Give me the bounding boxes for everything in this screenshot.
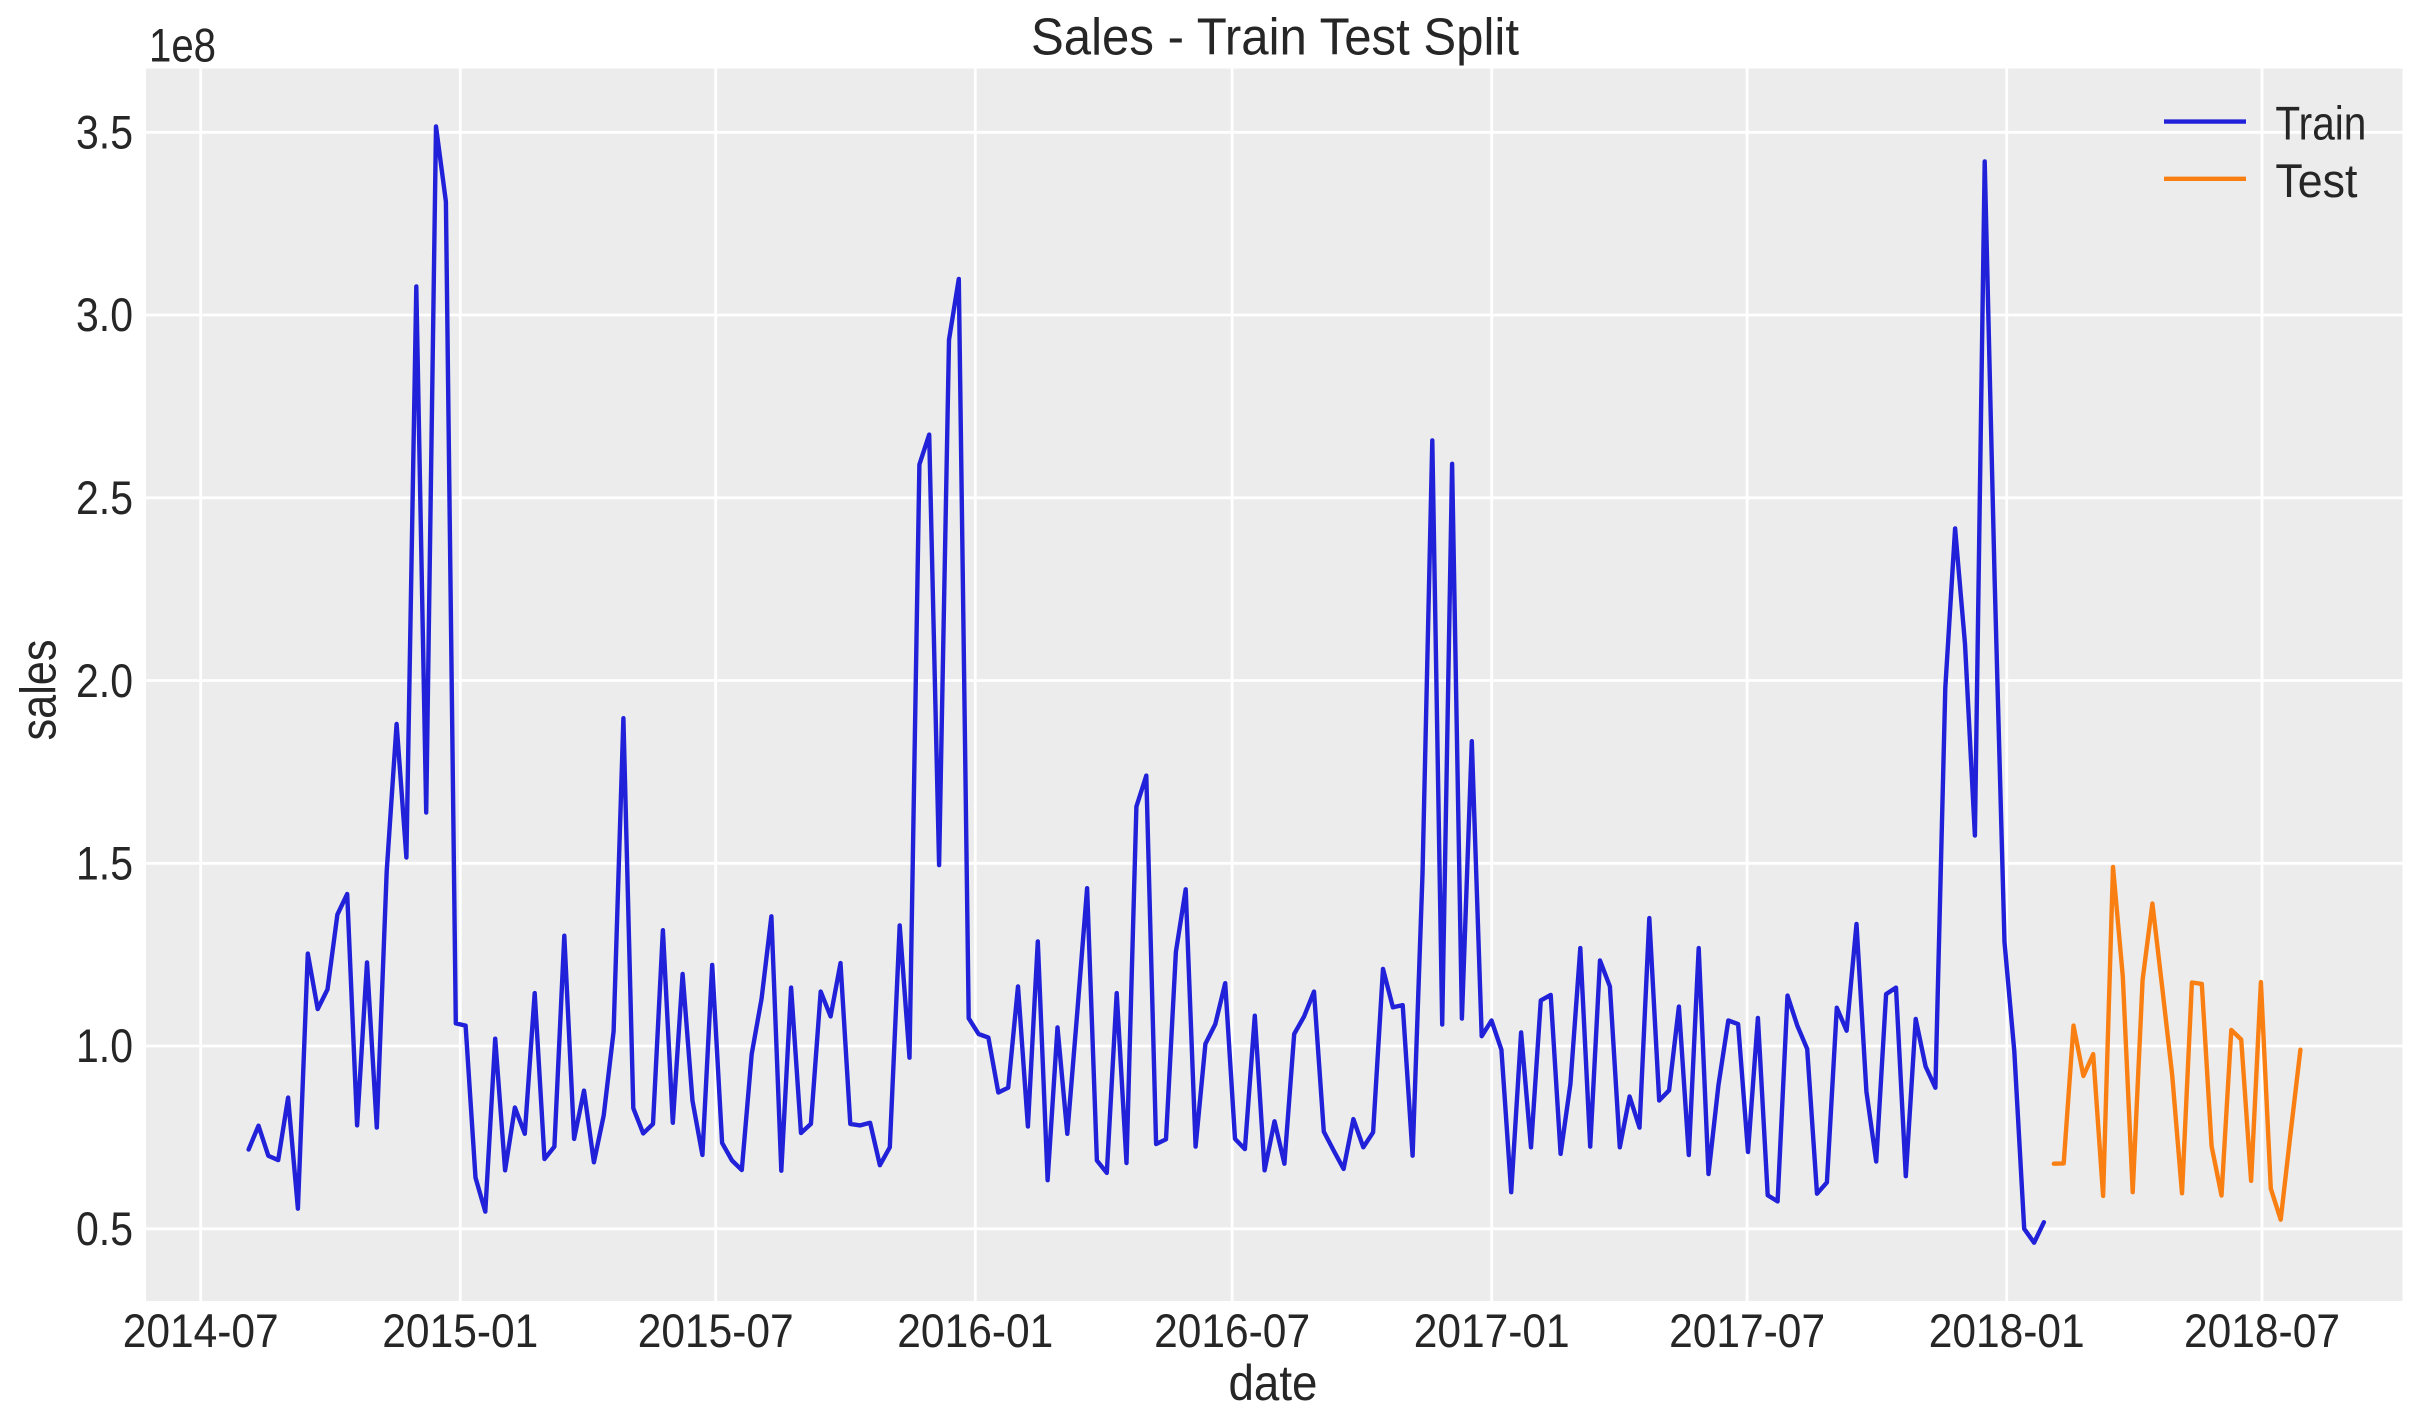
svg-text:Train: Train bbox=[2275, 98, 2366, 151]
svg-text:3.0: 3.0 bbox=[76, 288, 133, 341]
svg-text:2.5: 2.5 bbox=[76, 471, 133, 524]
svg-text:1e8: 1e8 bbox=[149, 19, 216, 72]
svg-text:Test: Test bbox=[2275, 155, 2357, 208]
svg-text:date: date bbox=[1229, 1355, 1318, 1411]
svg-text:Sales - Train Test Split: Sales - Train Test Split bbox=[1031, 8, 1520, 66]
svg-text:2015-07: 2015-07 bbox=[638, 1304, 794, 1357]
svg-text:1.0: 1.0 bbox=[76, 1019, 133, 1072]
svg-text:2015-01: 2015-01 bbox=[382, 1304, 538, 1357]
svg-text:2016-01: 2016-01 bbox=[897, 1304, 1053, 1357]
svg-text:3.5: 3.5 bbox=[76, 106, 133, 159]
svg-text:1.5: 1.5 bbox=[76, 837, 133, 890]
svg-text:0.5: 0.5 bbox=[76, 1202, 133, 1255]
svg-text:2017-07: 2017-07 bbox=[1669, 1304, 1825, 1357]
svg-text:2018-01: 2018-01 bbox=[1929, 1304, 2085, 1357]
svg-text:2016-07: 2016-07 bbox=[1154, 1304, 1310, 1357]
svg-text:2014-07: 2014-07 bbox=[123, 1304, 279, 1357]
svg-text:sales: sales bbox=[11, 640, 67, 741]
svg-text:2017-01: 2017-01 bbox=[1414, 1304, 1570, 1357]
svg-text:2.0: 2.0 bbox=[76, 654, 133, 707]
svg-text:2018-07: 2018-07 bbox=[2184, 1304, 2340, 1357]
